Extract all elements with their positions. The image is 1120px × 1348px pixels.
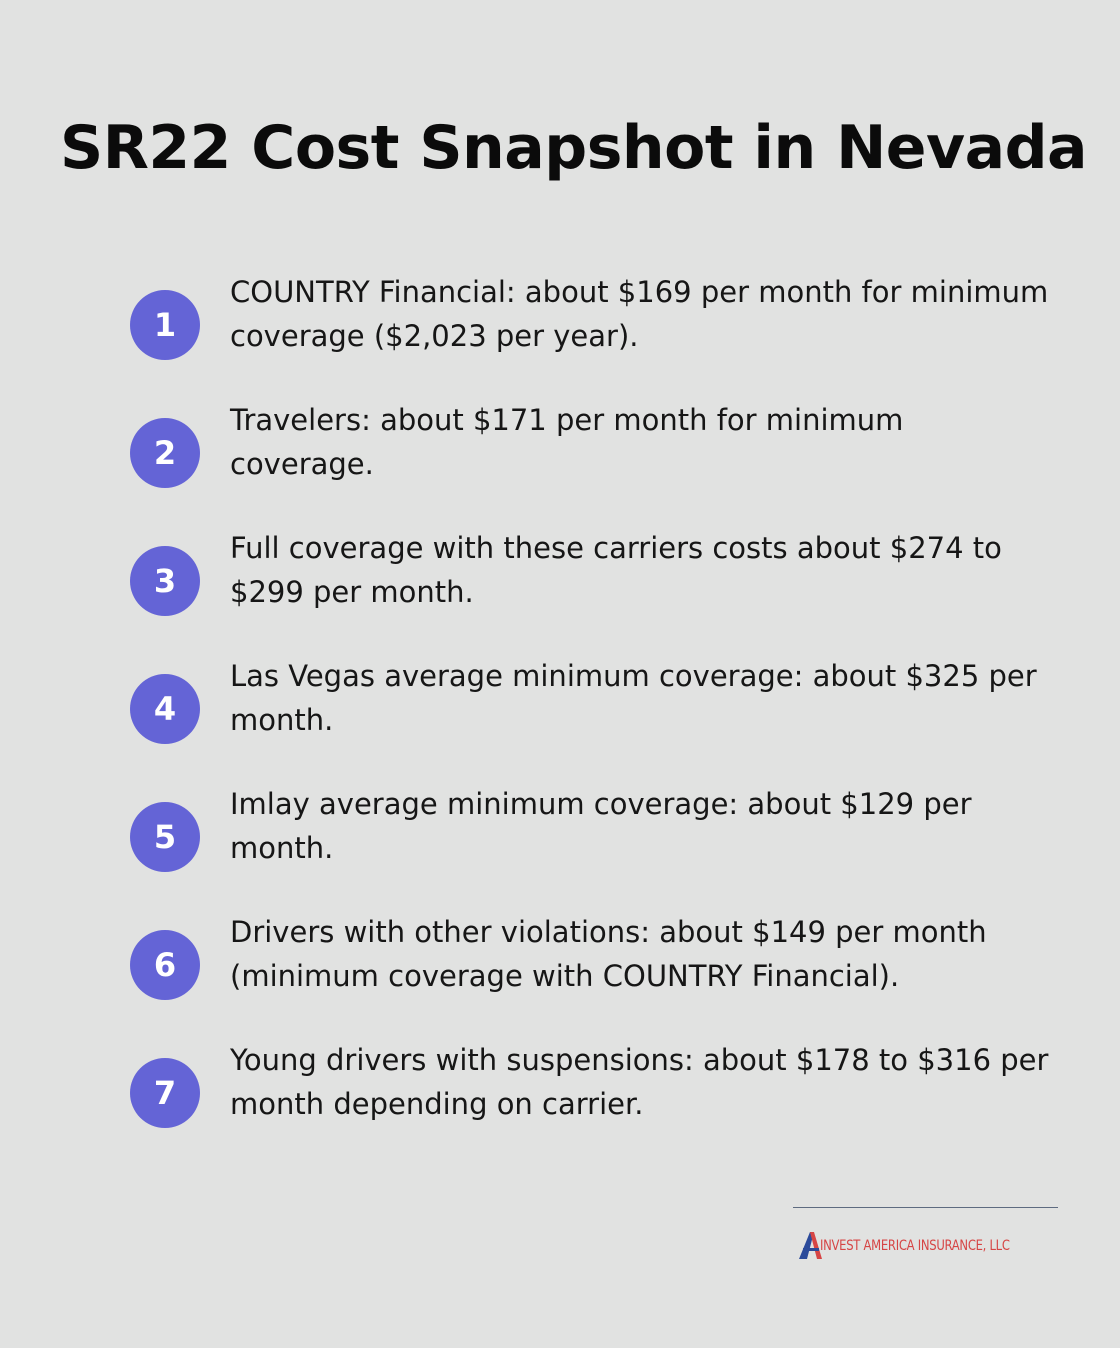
item-text: Las Vegas average minimum coverage: abou… xyxy=(230,659,1037,737)
list-item: 3 Full coverage with these carriers cost… xyxy=(130,531,1060,646)
list-item: 7 Young drivers with suspensions: about … xyxy=(130,1043,1060,1158)
list-item: 2 Travelers: about $171 per month for mi… xyxy=(130,403,1060,518)
item-text: COUNTRY Financial: about $169 per month … xyxy=(230,275,1049,353)
item-number-badge: 3 xyxy=(130,546,200,616)
item-text: Imlay average minimum coverage: about $1… xyxy=(230,787,972,865)
list-item: 5 Imlay average minimum coverage: about … xyxy=(130,787,1060,902)
item-number-badge: 1 xyxy=(130,290,200,360)
list-item: 6 Drivers with other violations: about $… xyxy=(130,915,1060,1030)
item-number-badge: 2 xyxy=(130,418,200,488)
item-text: Full coverage with these carriers costs … xyxy=(230,531,1002,609)
company-logo: INVEST AMERICA INSURANCE, LLC xyxy=(798,1230,1058,1262)
item-text: Drivers with other violations: about $14… xyxy=(230,915,987,993)
list-item: 4 Las Vegas average minimum coverage: ab… xyxy=(130,659,1060,774)
item-number-badge: 5 xyxy=(130,802,200,872)
logo-text: INVEST AMERICA INSURANCE, LLC xyxy=(820,1238,1010,1254)
list-item: 1 COUNTRY Financial: about $169 per mont… xyxy=(130,275,1060,390)
item-text: Young drivers with suspensions: about $1… xyxy=(230,1043,1049,1121)
item-number-badge: 7 xyxy=(130,1058,200,1128)
item-number-badge: 4 xyxy=(130,674,200,744)
logo-mark-icon xyxy=(799,1232,822,1259)
item-text: Travelers: about $171 per month for mini… xyxy=(230,403,904,481)
page-title: SR22 Cost Snapshot in Nevada xyxy=(60,113,1088,183)
item-number-badge: 6 xyxy=(130,930,200,1000)
footer-divider xyxy=(793,1207,1058,1208)
